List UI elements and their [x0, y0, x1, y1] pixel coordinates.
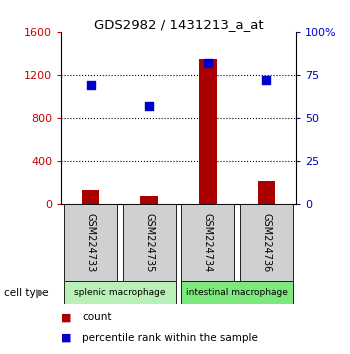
Bar [181, 281, 293, 304]
Text: GSM224736: GSM224736 [261, 213, 272, 272]
Bar [140, 195, 158, 204]
Text: ▶: ▶ [36, 288, 44, 298]
Bar [82, 190, 99, 204]
Text: ■: ■ [61, 332, 72, 343]
Text: percentile rank within the sample: percentile rank within the sample [82, 332, 258, 343]
Text: ■: ■ [61, 312, 72, 322]
Bar [181, 204, 234, 281]
Text: count: count [82, 312, 112, 322]
Bar [199, 59, 217, 204]
Point [146, 103, 152, 109]
Point [264, 77, 269, 83]
Text: GSM224734: GSM224734 [203, 213, 213, 272]
Bar [240, 204, 293, 281]
Bar [64, 281, 176, 304]
Bar [64, 204, 117, 281]
Bar [258, 181, 275, 204]
Title: GDS2982 / 1431213_a_at: GDS2982 / 1431213_a_at [94, 18, 263, 31]
Point [205, 60, 211, 65]
Bar [123, 204, 176, 281]
Text: cell type: cell type [4, 288, 48, 298]
Text: splenic macrophage: splenic macrophage [74, 289, 166, 297]
Text: GSM224733: GSM224733 [85, 213, 96, 272]
Point [88, 82, 93, 88]
Text: intestinal macrophage: intestinal macrophage [186, 289, 288, 297]
Text: GSM224735: GSM224735 [144, 213, 154, 272]
